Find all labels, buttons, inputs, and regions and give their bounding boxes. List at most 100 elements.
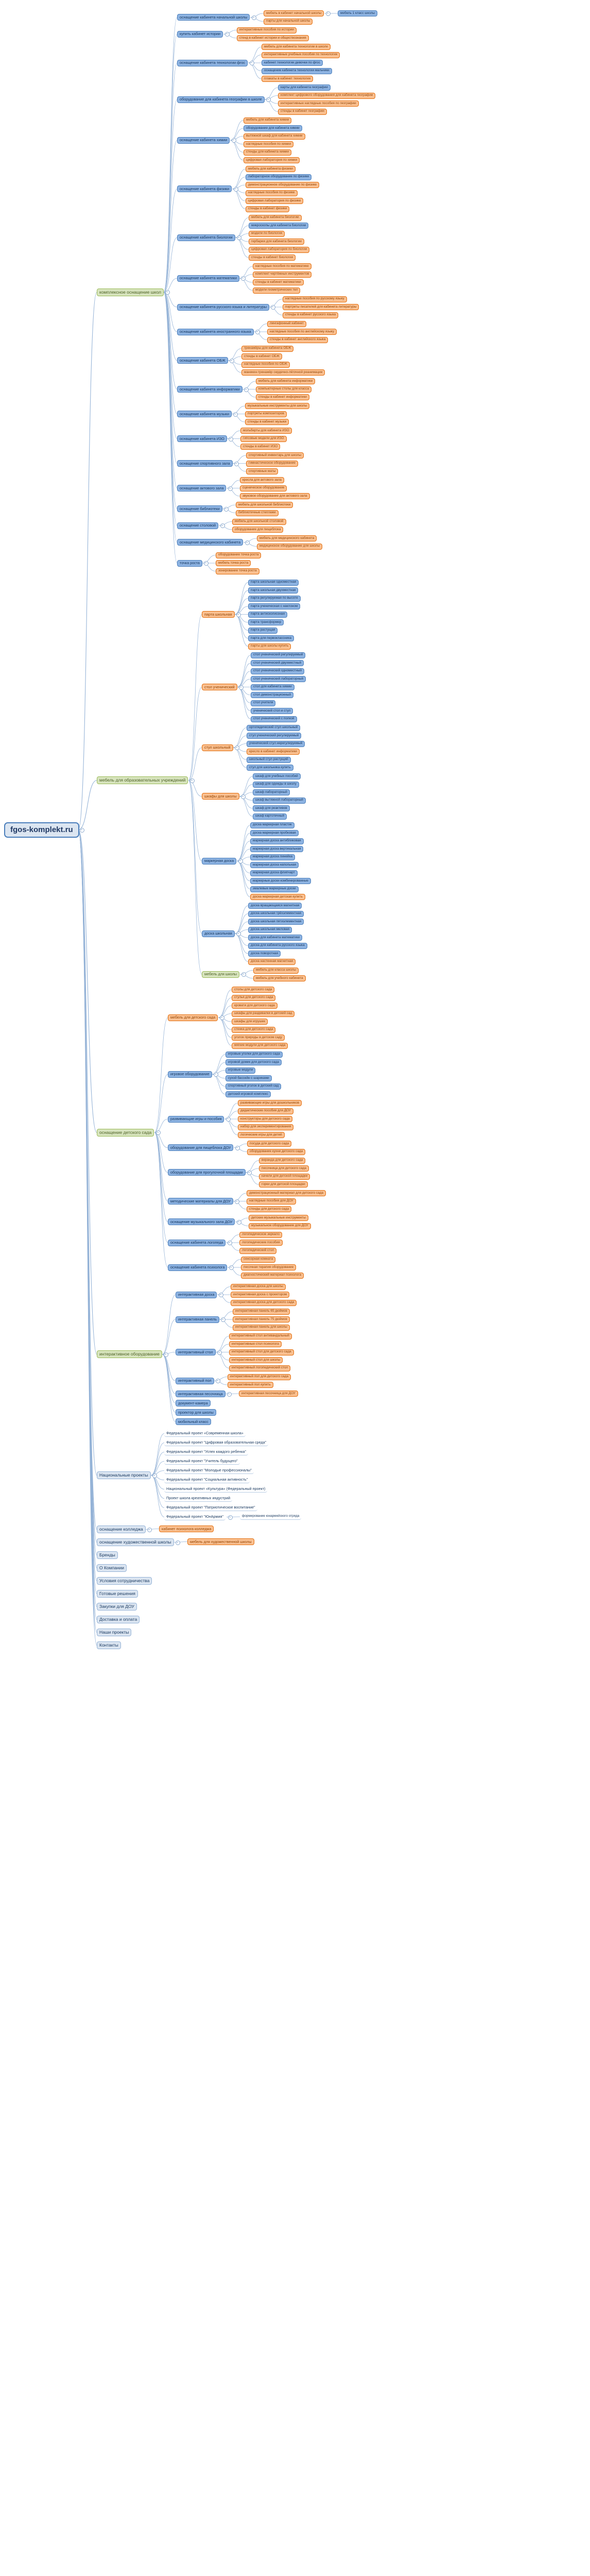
- node-оснащение-кабинета-химии[interactable]: оснащение кабинета химии: [177, 137, 230, 144]
- node-детские-музыкальные-инструменты[interactable]: детские музыкальные инструменты: [249, 1215, 308, 1221]
- node-стенды-в-кабинет-географии[interactable]: стенды в кабинет географии: [278, 108, 327, 115]
- collapse-toggle-icon[interactable]: [176, 1540, 180, 1545]
- node-наглядные-пособия-по-английскому-языку[interactable]: наглядные пособия по английскому языку: [267, 329, 337, 335]
- node-модели-геометрических-тел[interactable]: модели геометрических тел: [253, 287, 301, 294]
- node-маркерная-доска-линейка[interactable]: маркерная доска линейка: [250, 854, 295, 860]
- collapse-toggle-icon[interactable]: [255, 330, 260, 334]
- node-уголок-природы-в-детском-саду[interactable]: уголок природы в детском саду: [232, 1035, 285, 1041]
- collapse-toggle-icon[interactable]: [220, 523, 225, 529]
- node-веранда-для-детского-сада[interactable]: веранда для детского сада: [259, 1157, 306, 1164]
- node-парты-для-школы-купить[interactable]: парты для школы купить: [248, 643, 291, 650]
- node-наглядные-пособия-по-химии[interactable]: наглядные пособия по химии: [244, 141, 294, 147]
- node-маркерная-доска-флипчарт[interactable]: маркерная доска флипчарт: [250, 870, 298, 876]
- node-песочница-для-детского-сада[interactable]: песочница для детского сада: [259, 1165, 309, 1172]
- node-интерактивная-панель-65-дюймов[interactable]: интерактивная панель 65 дюймов: [233, 1308, 290, 1315]
- node-музыкальные-инструменты-для-школы[interactable]: музыкальные инструменты для школы: [245, 403, 310, 409]
- node-портреты-композиторов[interactable]: портреты композиторов: [245, 411, 287, 417]
- node-наглядные-пособия-по-математике[interactable]: наглядные пособия по математике: [253, 263, 311, 269]
- branch-node-о-компании[interactable]: О Компании: [97, 1564, 127, 1572]
- node-цифровая-лаборатория-по-химии[interactable]: цифровая лаборатория по химии: [244, 157, 300, 163]
- node-шкафы-для-раздевалки-в-детский-сад[interactable]: шкафы для раздевалки в детский сад: [232, 1010, 295, 1017]
- node-федеральный-проект-молодые-профессионалы[interactable]: Федеральный проект "Молодые профессионал…: [164, 1467, 254, 1474]
- node-интерактивная-доска-для-школы[interactable]: интерактивная доска для школы: [231, 1283, 286, 1290]
- collapse-toggle-icon[interactable]: [238, 859, 243, 864]
- node-мебель-для-кабинета-технологии-в-школе[interactable]: мебель для кабинета технологии в школе: [262, 44, 331, 50]
- node-оснащение-кабинета-технологии-мальчики[interactable]: оснащение кабинета технологии мальчики: [262, 67, 332, 74]
- node-интерактивная-доска-с-проектором[interactable]: интерактивная доска с проектором: [231, 1292, 290, 1298]
- collapse-toggle-icon[interactable]: [235, 745, 239, 751]
- node-оснащение-музыкального-зала-доу[interactable]: оснащение музыкального зала ДОУ: [168, 1218, 235, 1226]
- node-модели-по-биологии[interactable]: модели по биологии: [249, 230, 285, 237]
- node-стенды-в-кабинет-биологии[interactable]: стенды в кабинет биологии: [249, 255, 296, 261]
- node-шкаф-картотечный[interactable]: шкаф картотечный: [253, 813, 287, 820]
- branch-node-мебель-для-образовательных-учреждений[interactable]: мебель для образовательных учреждений: [97, 776, 188, 785]
- node-интерактивный-стол[interactable]: интерактивный стол: [176, 1349, 216, 1355]
- node-маркерные-доски-комбинированные[interactable]: маркерные доски комбинированные: [250, 878, 311, 884]
- node-оснащение-спортивного-зала[interactable]: оснащение спортивного зала: [177, 460, 233, 467]
- node-плакаты-в-кабинет-технологии[interactable]: плакаты в кабинет технологии: [262, 76, 314, 82]
- node-шкаф-лабораторный[interactable]: шкаф лабораторный: [253, 789, 290, 795]
- node-интерактивная-панель-75-дюймов[interactable]: интерактивная панель 75 дюймов: [233, 1316, 290, 1323]
- node-парта-для-первоклассника[interactable]: парта для первоклассника: [248, 635, 294, 641]
- node-национальный-проект-культура-федеральный-проект[interactable]: Национальный проект «Культура» (Федераль…: [164, 1486, 268, 1493]
- node-федеральный-проект-патриотическое-воспитание[interactable]: Федеральный проект "Патриотическое воспи…: [164, 1504, 257, 1511]
- node-мебель-в-кабинет-начальной-школы[interactable]: мебель в кабинет начальной школы: [264, 10, 324, 16]
- node-гимнастическое-оборудование[interactable]: гимнастическое оборудование: [246, 460, 298, 467]
- node-точка-роста[interactable]: точка роста: [177, 560, 202, 567]
- node-мебель-для-детского-сада[interactable]: мебель для детского сада: [168, 1014, 218, 1021]
- node-наглядные-пособия-для-доу[interactable]: наглядные пособия для ДОУ: [247, 1198, 296, 1205]
- node-логические-игры-для-детей[interactable]: логические игры для детей: [238, 1132, 285, 1138]
- node-стулья-для-детского-сада[interactable]: стулья для детского сада: [232, 994, 276, 1001]
- node-спортивные-маты[interactable]: спортивные маты: [246, 468, 279, 474]
- node-стол-учителя[interactable]: стол учителя: [251, 700, 276, 706]
- node-мебель-для-художественной-школы[interactable]: мебель для художественной школы: [187, 1538, 254, 1545]
- collapse-toggle-icon[interactable]: [80, 827, 84, 833]
- node-стенка-для-детского-сада[interactable]: стенка для детского сада: [232, 1026, 276, 1033]
- collapse-toggle-icon[interactable]: [247, 1170, 252, 1175]
- collapse-toggle-icon[interactable]: [156, 1130, 161, 1136]
- collapse-toggle-icon[interactable]: [190, 778, 195, 783]
- collapse-toggle-icon[interactable]: [214, 1072, 218, 1077]
- collapse-toggle-icon[interactable]: [216, 1379, 220, 1384]
- node-карты-для-кабинета-географии[interactable]: карты для кабинета географии: [278, 84, 331, 91]
- node-логопедический-стол[interactable]: логопедический стол: [239, 1247, 277, 1254]
- node-доска-школьная-меловая[interactable]: доска школьная меловая: [248, 926, 292, 933]
- branch-node-контакты[interactable]: Контакты: [97, 1641, 121, 1649]
- collapse-toggle-icon[interactable]: [164, 1352, 168, 1357]
- node-мольберты-для-кабинета-изо[interactable]: мольберты для кабинета ИЗО: [240, 428, 292, 434]
- collapse-toggle-icon[interactable]: [232, 138, 236, 143]
- node-документ-камера[interactable]: документ-камера: [176, 1400, 211, 1406]
- node-оснащение-кабинета-обж[interactable]: оснащение кабинета ОБЖ: [177, 357, 228, 364]
- node-интерактивная-доска-для-детского-сада[interactable]: интерактивная доска для детского сада: [231, 1299, 297, 1306]
- node-интерактивные-пособия-по-истории[interactable]: интерактивные пособия по истории: [237, 27, 297, 33]
- node-интерактивная-панель-для-школы[interactable]: интерактивная панель для школы: [233, 1324, 290, 1331]
- node-доска-для-кабинета-математики[interactable]: доска для кабинета математики: [248, 935, 303, 941]
- node-мебель-точка-роста[interactable]: мебель точка роста: [216, 560, 251, 566]
- node-стенды-в-кабинет-английского-языка[interactable]: стенды в кабинет английского языка: [267, 336, 328, 343]
- branch-node-бренды[interactable]: Бренды: [97, 1551, 118, 1559]
- node-сценическое-оборудование[interactable]: сценическое оборудование: [240, 485, 287, 492]
- collapse-toggle-icon[interactable]: [241, 972, 246, 977]
- node-купить-кабинет-истории[interactable]: купить кабинет истории: [177, 30, 223, 38]
- node-оборудование-для-кабинета-географии-в-школе[interactable]: оборудование для кабинета географии в шк…: [177, 96, 265, 103]
- collapse-toggle-icon[interactable]: [147, 1527, 152, 1532]
- node-маркерная-доска[interactable]: маркерная доска: [202, 857, 237, 865]
- node-наглядные-пособия-по-русскому-языку[interactable]: наглядные пособия по русскому языку: [283, 296, 347, 302]
- collapse-toggle-icon[interactable]: [239, 685, 244, 690]
- collapse-toggle-icon[interactable]: [220, 1015, 224, 1021]
- node-доска-маркерная-пластик[interactable]: доска маркерная пластик: [250, 822, 294, 828]
- node-интерактивные-наглядные-пособия-по-географии[interactable]: интерактивные наглядные пособия по геогр…: [278, 100, 359, 107]
- node-стенды-в-кабинет-физики[interactable]: стенды в кабинет физики: [246, 206, 290, 212]
- node-спортивный-инвентарь-для-школы[interactable]: спортивный инвентарь для школы: [246, 452, 304, 459]
- collapse-toggle-icon[interactable]: [224, 506, 229, 512]
- collapse-toggle-icon[interactable]: [236, 612, 241, 617]
- node-манекен-тренажёр-сердечно-лёгочной-реанимации[interactable]: манекен-тренажёр сердечно-лёгочной реани…: [241, 369, 325, 376]
- node-игровые-уголки-для-детского-сада[interactable]: игровые уголки для детского сада: [225, 1051, 283, 1058]
- node-стенды-для-детского-сада[interactable]: стенды для детского сада: [247, 1206, 292, 1212]
- node-федеральный-проект-цифровая-образовательная-сред[interactable]: Федеральный проект "Цифровая образовател…: [164, 1439, 269, 1446]
- node-лабораторное-оборудование-по-физике[interactable]: лабораторное оборудование по физике: [246, 174, 312, 180]
- node-интерактивный-пол-для-детского-сада[interactable]: интерактивный пол для детского сада: [228, 1374, 291, 1380]
- node-качели-для-детской-площадки[interactable]: качели для детской площадки: [259, 1173, 310, 1180]
- node-оборудование-для-пищеблока-доу[interactable]: оборудование для пищеблока ДОУ: [168, 1144, 234, 1151]
- node-оборудование-для-пищеблока[interactable]: оборудование для пищеблока: [232, 527, 284, 533]
